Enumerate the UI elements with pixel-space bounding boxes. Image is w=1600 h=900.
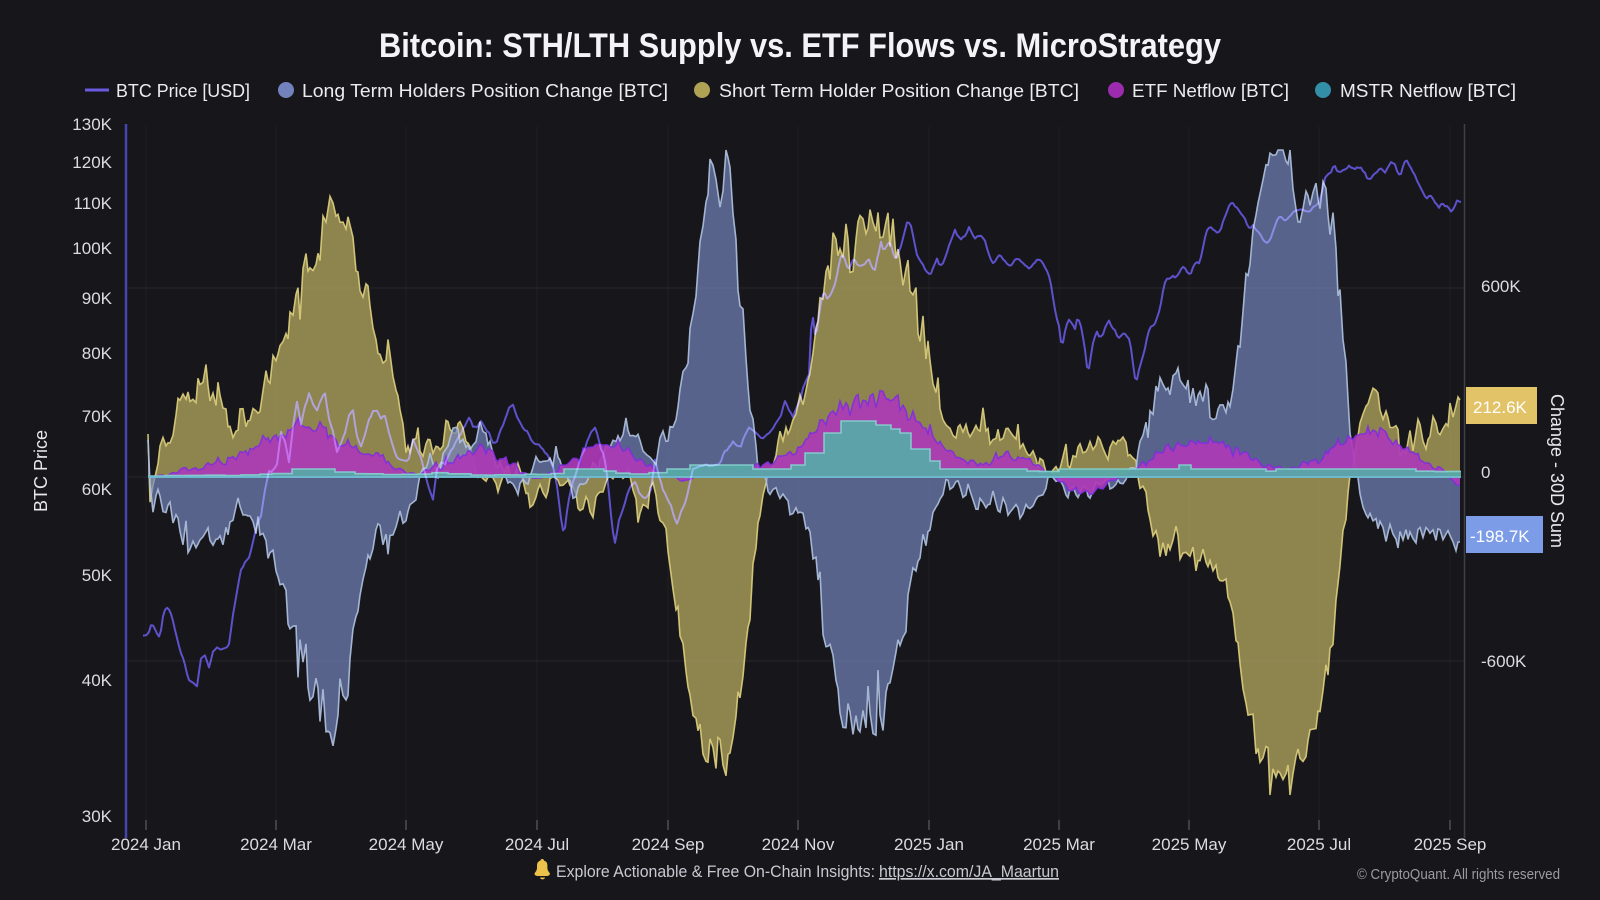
- svg-text:2024 May: 2024 May: [369, 835, 444, 854]
- svg-text:BTC Price [USD]: BTC Price [USD]: [116, 81, 250, 101]
- svg-text:Bitcoin: STH/LTH Supply vs. ET: Bitcoin: STH/LTH Supply vs. ETF Flows vs…: [379, 27, 1221, 65]
- svg-text:30K: 30K: [82, 807, 113, 826]
- svg-text:ETF Netflow [BTC]: ETF Netflow [BTC]: [1132, 81, 1289, 101]
- svg-text:50K: 50K: [82, 566, 113, 585]
- svg-text:Explore Actionable & Free On-C: Explore Actionable & Free On-Chain Insig…: [556, 862, 875, 881]
- svg-text:90K: 90K: [82, 289, 113, 308]
- svg-text:2025 Jan: 2025 Jan: [894, 835, 964, 854]
- svg-text:212.6K: 212.6K: [1473, 398, 1528, 417]
- svg-text:MSTR Netflow [BTC]: MSTR Netflow [BTC]: [1340, 81, 1516, 101]
- svg-text:2025 May: 2025 May: [1152, 835, 1227, 854]
- svg-text:Long Term Holders Position Cha: Long Term Holders Position Change [BTC]: [302, 81, 668, 101]
- svg-text:Change - 30D Sum: Change - 30D Sum: [1547, 394, 1567, 548]
- svg-text:600K: 600K: [1481, 277, 1521, 296]
- svg-text:https://x.com/JA_Maartun: https://x.com/JA_Maartun: [879, 862, 1059, 881]
- svg-text:2024 Nov: 2024 Nov: [762, 835, 835, 854]
- svg-text:40K: 40K: [82, 671, 113, 690]
- svg-text:80K: 80K: [82, 344, 113, 363]
- svg-text:2024 Sep: 2024 Sep: [632, 835, 705, 854]
- svg-text:70K: 70K: [82, 407, 113, 426]
- svg-text:2024 Mar: 2024 Mar: [240, 835, 312, 854]
- svg-text:Short Term Holder Position Cha: Short Term Holder Position Change [BTC]: [719, 81, 1079, 101]
- svg-text:100K: 100K: [72, 239, 112, 258]
- svg-text:0: 0: [1481, 463, 1490, 482]
- svg-text:2025 Jul: 2025 Jul: [1287, 835, 1351, 854]
- svg-text:110K: 110K: [74, 194, 113, 213]
- svg-text:-198.7K: -198.7K: [1470, 527, 1530, 546]
- svg-text:120K: 120K: [72, 153, 112, 172]
- svg-text:© CryptoQuant. All rights rese: © CryptoQuant. All rights reserved: [1357, 866, 1560, 883]
- svg-text:2024 Jan: 2024 Jan: [111, 835, 181, 854]
- svg-text:-600K: -600K: [1481, 652, 1527, 671]
- svg-text:130K: 130K: [72, 115, 112, 134]
- svg-text:2025 Mar: 2025 Mar: [1023, 835, 1095, 854]
- svg-text:BTC Price: BTC Price: [31, 430, 51, 512]
- svg-text:2025 Sep: 2025 Sep: [1414, 835, 1487, 854]
- svg-text:2024 Jul: 2024 Jul: [505, 835, 569, 854]
- svg-text:60K: 60K: [82, 480, 113, 499]
